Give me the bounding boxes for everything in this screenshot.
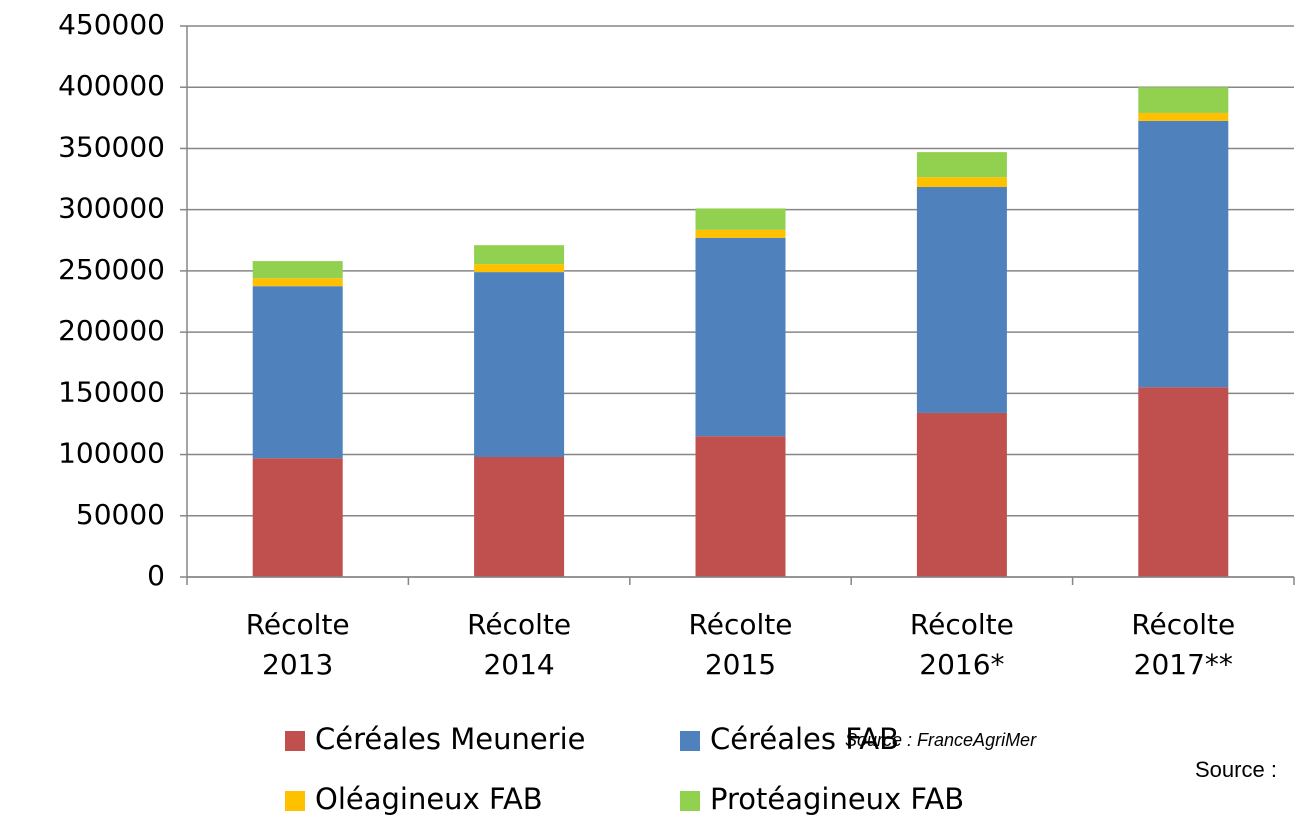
bar-segment (1138, 87, 1229, 113)
bar-segment (1138, 120, 1229, 388)
bar-segment (916, 412, 1007, 577)
legend-swatch (285, 791, 305, 811)
bar-segment (916, 177, 1007, 188)
bar-segment (916, 152, 1007, 178)
bar-segment (252, 286, 343, 459)
bar-segment (695, 208, 786, 230)
bar-segment (916, 187, 1007, 413)
y-tick-label: 100000 (58, 437, 165, 470)
bar-segment (252, 278, 343, 287)
bar-segment (695, 229, 786, 238)
y-tick-label: 450000 (58, 8, 165, 41)
annotation: Source : FranceAgriMer (845, 730, 1037, 750)
bar-segment (474, 272, 565, 458)
legend-label: Oléagineux FAB (315, 782, 543, 816)
y-tick-label: 300000 (58, 192, 165, 225)
x-tick-label: Récolte 2014 (467, 608, 572, 681)
x-tick-label: Récolte 2016* (909, 608, 1014, 681)
bar-segment (695, 237, 786, 437)
legend-label: Céréales Meunerie (315, 722, 586, 756)
bar-segment (1138, 112, 1229, 121)
bar-segment (252, 458, 343, 577)
y-tick-label: 350000 (58, 130, 165, 163)
y-tick-label: 0 (147, 559, 165, 592)
annotation: Source : (1195, 757, 1277, 782)
bar-segment (1138, 387, 1229, 577)
x-tick-label: Récolte 2017** (1131, 608, 1236, 681)
y-tick-label: 50000 (76, 498, 165, 531)
x-tick-label: Récolte 2015 (688, 608, 793, 681)
bar-segment (695, 436, 786, 577)
x-tick-label: Récolte 2013 (245, 608, 350, 681)
y-tick-label: 400000 (58, 69, 165, 102)
legend-swatch (680, 731, 700, 751)
legend-label: Protéagineux FAB (710, 782, 964, 816)
legend-swatch (285, 731, 305, 751)
legend-swatch (680, 791, 700, 811)
bar-segment (474, 264, 565, 273)
y-tick-label: 200000 (58, 314, 165, 347)
bar-segment (474, 457, 565, 577)
legend-label: Céréales FAB (710, 722, 899, 756)
y-tick-label: 250000 (58, 253, 165, 286)
bar-segment (252, 261, 343, 279)
bar-segment (474, 245, 565, 265)
y-tick-label: 150000 (58, 375, 165, 408)
